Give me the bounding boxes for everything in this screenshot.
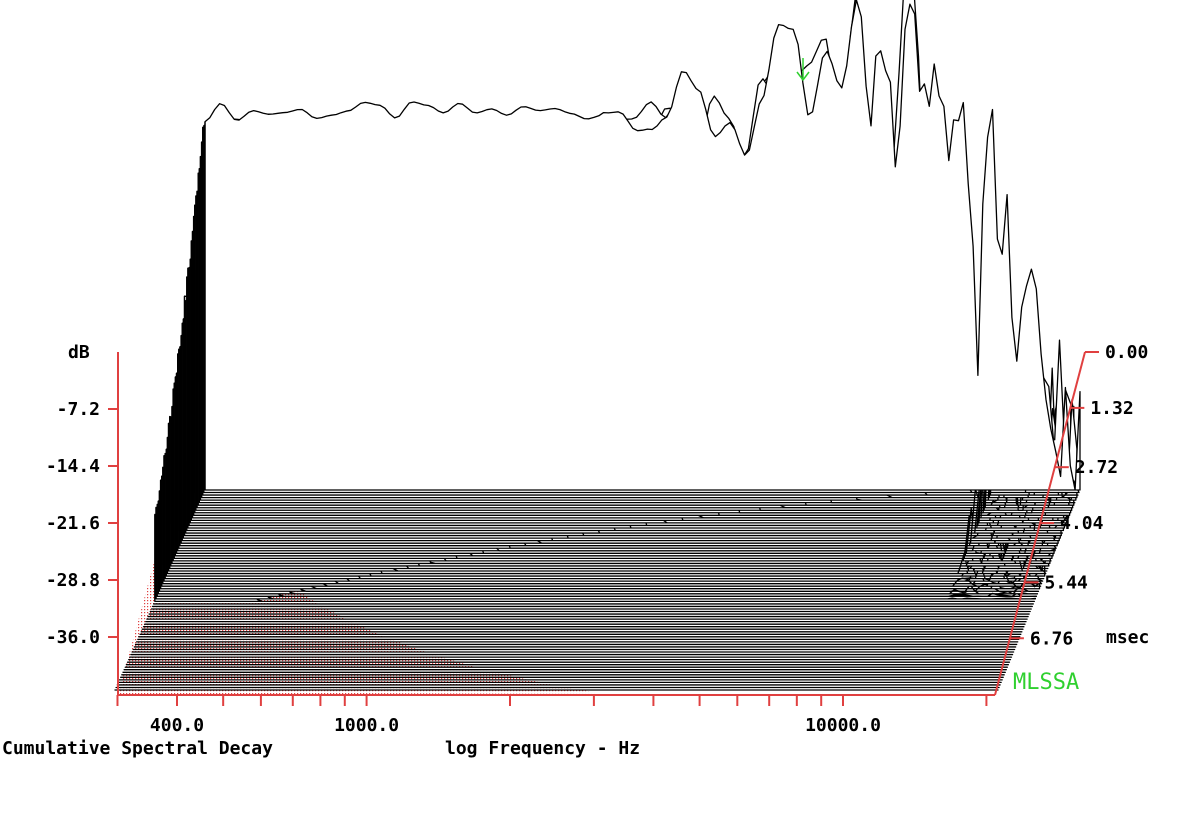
- y-axis-ticks: -7.2 -14.4 -21.6 -28.8 -36.0: [46, 399, 118, 648]
- z-tick-label: 6.76: [1030, 628, 1073, 649]
- x-axis-label: log Frequency - Hz: [445, 738, 640, 759]
- x-tick-label: 400.0: [150, 715, 204, 736]
- cursor-marker: [796, 58, 810, 82]
- y-tick-label: -28.8: [46, 570, 100, 591]
- y-tick-label: -21.6: [46, 513, 100, 534]
- z-axis-ticks: 0.00 1.32 2.72 4.04 5.44 6.76: [1009, 342, 1148, 649]
- y-axis-label: dB: [68, 342, 90, 363]
- waterfall-slices: [114, 0, 1081, 691]
- z-axis-label: msec: [1106, 627, 1149, 648]
- x-tick-label: 10000.0: [805, 715, 881, 736]
- decay-slice: [204, 0, 1081, 491]
- z-tick-label: 4.04: [1060, 513, 1104, 534]
- z-tick-label: 1.32: [1090, 398, 1133, 419]
- z-tick-label: 0.00: [1105, 342, 1148, 363]
- z-tick-label: 2.72: [1075, 457, 1118, 478]
- z-tick-label: 5.44: [1045, 572, 1089, 593]
- floor-hatch: [118, 455, 600, 695]
- chart-title: Cumulative Spectral Decay: [2, 738, 273, 759]
- x-axis-ticks: 400.0 1000.0 10000.0: [116, 695, 988, 736]
- x-tick-label: 1000.0: [334, 715, 399, 736]
- y-tick-label: -14.4: [46, 456, 100, 477]
- y-tick-label: -7.2: [57, 399, 100, 420]
- y-tick-label: -36.0: [46, 627, 100, 648]
- brand-label: MLSSA: [1013, 670, 1079, 695]
